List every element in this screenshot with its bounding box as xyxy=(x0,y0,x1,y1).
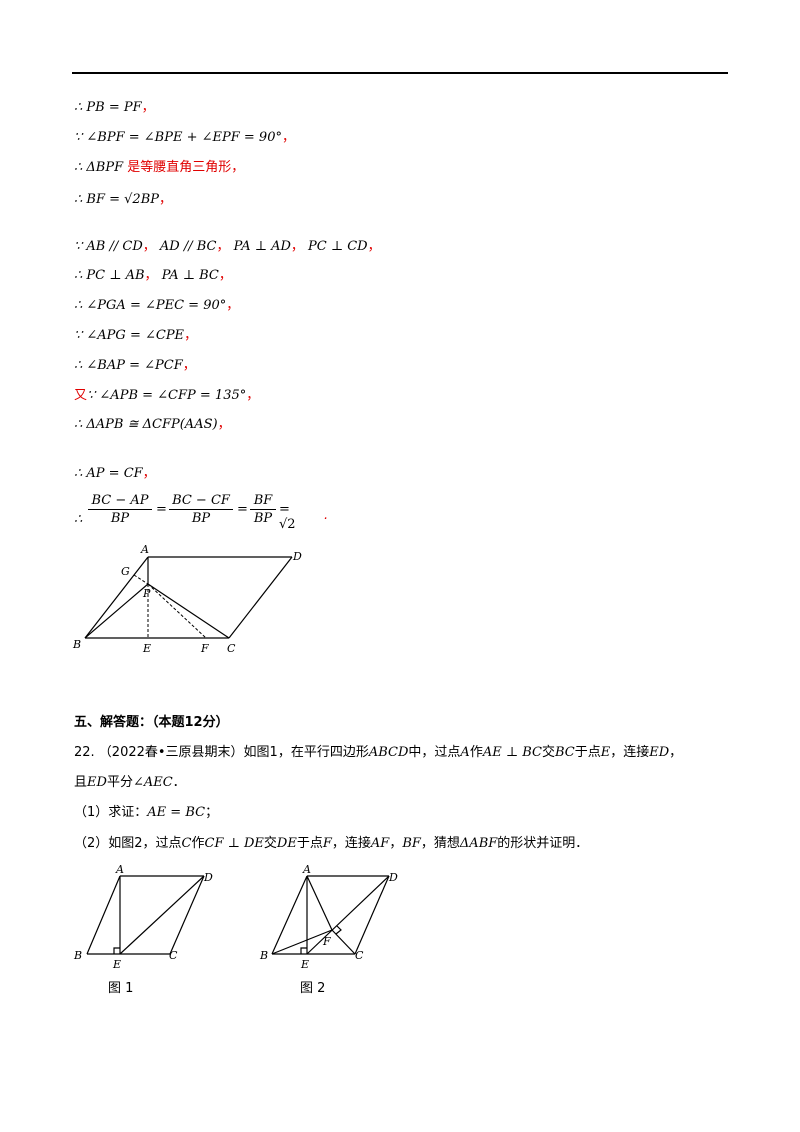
proof-line-2: ∵ ∠BPF = ∠BPE + ∠EPF = 90°， xyxy=(74,130,295,145)
proof-line-8: ∵ ∠APG = ∠CPE， xyxy=(74,328,198,343)
fraction-2: BC − CF BP xyxy=(169,492,233,528)
svg-text:F: F xyxy=(200,642,209,655)
svg-text:E: E xyxy=(112,958,121,970)
proof-line-3: ∴ ΔBPF 是等腰直角三角形， xyxy=(74,160,245,175)
proof-line-10: 又∵ ∠APB = ∠CFP = 135°， xyxy=(74,388,260,403)
svg-text:B: B xyxy=(259,949,268,962)
figure-1-caption: 图 1 xyxy=(108,981,134,996)
figure-2: A D B E F C xyxy=(259,863,398,970)
svg-text:B: B xyxy=(73,949,82,962)
svg-text:E: E xyxy=(142,642,151,655)
therefore-symbol: ∴ xyxy=(74,512,83,527)
proof-line-12: ∴ AP = CF， xyxy=(74,466,156,481)
svg-text:A: A xyxy=(302,863,311,876)
svg-text:D: D xyxy=(292,550,302,563)
svg-text:A: A xyxy=(140,543,149,556)
svg-text:D: D xyxy=(203,871,213,884)
figure-1: A D B E C xyxy=(73,863,213,970)
svg-text:C: C xyxy=(227,642,236,655)
proof-line-6: ∴ PC ⊥ AB， PA ⊥ BC， xyxy=(74,268,232,283)
proof-line-9: ∴ ∠BAP = ∠PCF， xyxy=(74,358,196,373)
svg-text:A: A xyxy=(115,863,124,876)
svg-text:C: C xyxy=(355,949,364,962)
proof-line-5: ∵ AB // CD， AD // BC， PA ⊥ AD， PC ⊥ CD， xyxy=(74,239,381,254)
svg-text:G: G xyxy=(121,565,130,578)
svg-text:C: C xyxy=(169,949,178,962)
problem-line-1: 22. （2022春•三原县期末）如图1，在平行四边形ABCD中，过点A作AE … xyxy=(74,745,683,760)
section-heading: 五、解答题：（本题12分） xyxy=(74,715,229,730)
proof-line-4: ∴ BF = √2BP， xyxy=(74,192,173,207)
svg-text:B: B xyxy=(72,638,81,651)
proof-line-7: ∴ ∠PGA = ∠PEC = 90°， xyxy=(74,298,240,313)
problem-part-1: （1）求证：AE = BC； xyxy=(74,805,219,820)
fraction-3: BF BP xyxy=(250,492,276,528)
proof-figure: A D G P B E F C xyxy=(72,543,302,655)
svg-text:E: E xyxy=(300,958,309,970)
svg-text:F: F xyxy=(322,935,331,948)
fraction-equation: ∴ BC − AP BP = BC − CF BP = BF BP = √2 . xyxy=(74,492,329,532)
proof-line-1: ∴ PB = PF， xyxy=(74,100,155,115)
problem-line-2: 且ED平分∠AEC． xyxy=(74,775,186,790)
fraction-1: BC − AP BP xyxy=(88,492,152,528)
figure-2-caption: 图 2 xyxy=(300,981,326,996)
proof-line-11: ∴ ΔAPB ≅ ΔCFP(AAS)， xyxy=(74,417,231,432)
svg-text:P: P xyxy=(142,587,151,600)
header-rule xyxy=(72,72,728,74)
problem-part-2: （2）如图2，过点C作CF ⊥ DE交DE于点F，连接AF，BF，猜想ΔABF的… xyxy=(74,836,589,851)
svg-text:D: D xyxy=(388,871,398,884)
